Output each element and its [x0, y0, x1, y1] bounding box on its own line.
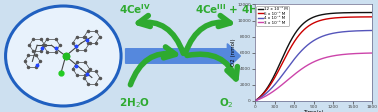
3 x 10⁻³ M [306, 64, 310, 66]
12 x 10⁻³ M [370, 12, 375, 13]
6 x 10⁻³ M [306, 26, 310, 27]
Y-axis label: O2 (nmol): O2 (nmol) [231, 39, 236, 66]
4 x 10⁻³ M [283, 70, 288, 72]
Line: 3 x 10⁻³ M: 3 x 10⁻³ M [255, 53, 372, 101]
4 x 10⁻³ M [370, 30, 375, 31]
4 x 10⁻³ M [274, 83, 278, 84]
6 x 10⁻³ M [283, 57, 288, 58]
12 x 10⁻³ M [341, 12, 345, 13]
Ellipse shape [6, 6, 121, 106]
Line: 12 x 10⁻³ M: 12 x 10⁻³ M [255, 13, 372, 101]
Text: 4Ce$^{\mathbf{III}}$ + 4H$^{+}$: 4Ce$^{\mathbf{III}}$ + 4H$^{+}$ [195, 2, 265, 16]
6 x 10⁻³ M [341, 17, 345, 18]
3 x 10⁻³ M [331, 55, 336, 56]
Line: 4 x 10⁻³ M: 4 x 10⁻³ M [255, 30, 372, 101]
12 x 10⁻³ M [283, 51, 288, 52]
Line: 6 x 10⁻³ M: 6 x 10⁻³ M [255, 17, 372, 101]
6 x 10⁻³ M [253, 100, 257, 101]
3 x 10⁻³ M [253, 100, 257, 101]
4 x 10⁻³ M [341, 31, 345, 32]
6 x 10⁻³ M [274, 75, 278, 76]
FancyArrow shape [125, 44, 240, 68]
6 x 10⁻³ M [370, 16, 375, 18]
4 x 10⁻³ M [306, 44, 310, 45]
12 x 10⁻³ M [322, 14, 327, 15]
6 x 10⁻³ M [322, 19, 327, 20]
3 x 10⁻³ M [274, 89, 278, 90]
12 x 10⁻³ M [331, 13, 336, 14]
12 x 10⁻³ M [253, 100, 257, 101]
4 x 10⁻³ M [331, 33, 336, 34]
3 x 10⁻³ M [322, 57, 327, 59]
Text: 4Ce$^{\mathbf{IV}}$: 4Ce$^{\mathbf{IV}}$ [119, 2, 151, 16]
6 x 10⁻³ M [331, 17, 336, 19]
12 x 10⁻³ M [274, 72, 278, 73]
Legend: 12 x 10⁻³ M, 6 x 10⁻³ M, 4 x 10⁻³ M, 3 x 10⁻³ M: 12 x 10⁻³ M, 6 x 10⁻³ M, 4 x 10⁻³ M, 3 x… [256, 6, 289, 26]
3 x 10⁻³ M [283, 81, 288, 83]
X-axis label: Time(s): Time(s) [304, 110, 324, 112]
Text: 2H$_2$O: 2H$_2$O [119, 96, 150, 110]
4 x 10⁻³ M [253, 100, 257, 101]
12 x 10⁻³ M [306, 19, 310, 21]
3 x 10⁻³ M [370, 52, 375, 54]
3 x 10⁻³ M [341, 54, 345, 55]
4 x 10⁻³ M [322, 35, 327, 36]
Text: O$_2$: O$_2$ [218, 96, 233, 110]
